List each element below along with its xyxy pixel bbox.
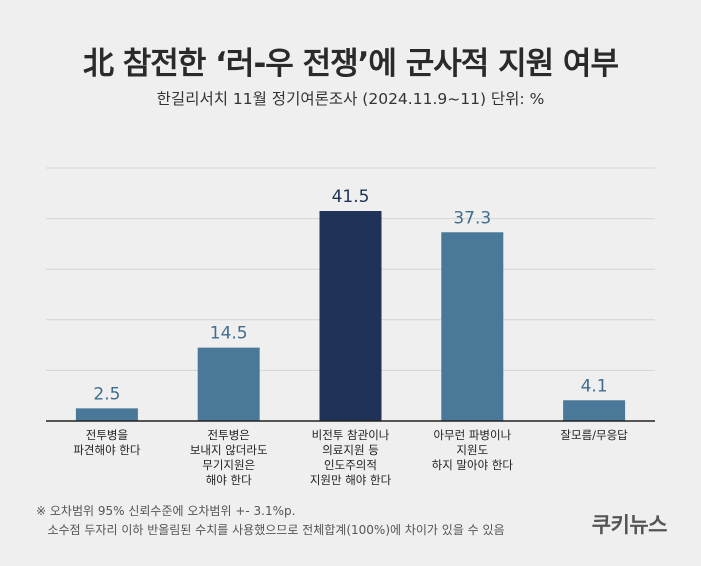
- bar-5: [563, 400, 626, 421]
- category-label-3-line-3: 인도주의적: [324, 458, 377, 472]
- category-label-4-line-3: 하지 말아야 한다: [432, 458, 514, 472]
- bar-value-label-1: 2.5: [93, 384, 120, 404]
- category-label-2-line-2: 보내지 않더라도: [190, 443, 268, 457]
- category-label-1-line-1: 전투병을: [86, 428, 128, 442]
- bar-4: [441, 232, 504, 421]
- bar-value-label-4: 37.3: [453, 208, 491, 228]
- footnote-line-1: ※ 오차범위 95% 신뢰수준에 오차범위 +- 3.1%p.: [36, 504, 296, 518]
- footnote-line-2: 소수점 두자리 이하 반올림된 수치를 사용했으므로 전체합계(100%)에 차…: [36, 523, 505, 537]
- category-label-2-line-1: 전투병은: [208, 428, 250, 442]
- bar-value-label-2: 14.5: [210, 324, 248, 344]
- bar-2: [197, 347, 260, 421]
- category-label-3-line-4: 지원만 해야 한다: [310, 473, 392, 487]
- bar-value-label-3: 41.5: [332, 187, 370, 207]
- category-label-3-line-2: 의료지원 등: [322, 443, 379, 457]
- category-label-1-line-2: 파견해야 한다: [73, 443, 141, 457]
- bar-value-label-5: 4.1: [581, 376, 608, 396]
- category-label-3-line-1: 비전투 참관이나: [312, 428, 390, 442]
- brand-logo: 쿠키뉴스: [591, 513, 668, 537]
- chart-title: 北 참전한 ‘러-우 전쟁’에 군사적 지원 여부: [83, 46, 619, 82]
- chart-subtitle: 한길리서치 11월 정기여론조사 (2024.11.9~11) 단위: %: [156, 90, 545, 108]
- category-label-5-line-1: 잘모름/무응답: [560, 428, 628, 442]
- bar-3: [319, 211, 382, 421]
- category-label-4-line-2: 지원도: [456, 443, 488, 457]
- category-label-4-line-1: 아무런 파병이나: [433, 428, 511, 442]
- bar-1: [75, 408, 138, 421]
- category-label-2-line-3: 무기지원은: [202, 458, 255, 472]
- footnote: ※ 오차범위 95% 신뢰수준에 오차범위 +- 3.1%p. 소수점 두자리 …: [36, 502, 505, 540]
- category-label-2-line-4: 해야 한다: [206, 473, 252, 487]
